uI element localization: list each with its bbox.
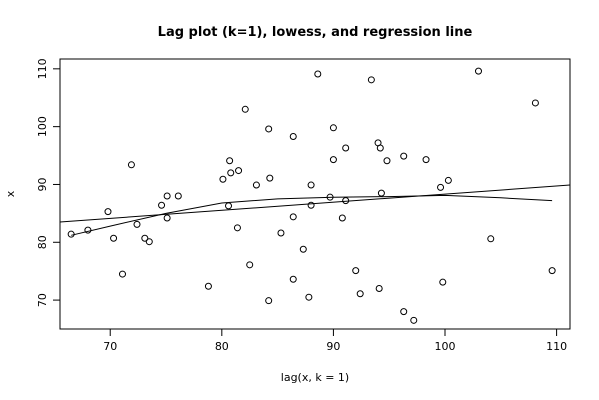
data-point	[305, 293, 313, 301]
data-point	[307, 201, 315, 209]
data-point	[329, 124, 337, 132]
y-tick-label: 100	[36, 116, 49, 137]
lowess-line	[71, 194, 553, 236]
data-point	[233, 224, 241, 232]
data-point	[356, 290, 364, 298]
data-point	[548, 267, 556, 275]
data-point	[145, 238, 153, 246]
y-axis: 70 80 90 100 110	[36, 58, 61, 307]
data-points	[67, 67, 556, 324]
data-point	[277, 229, 285, 237]
data-point	[289, 132, 297, 140]
y-tick-label: 110	[36, 58, 49, 79]
data-point	[110, 234, 118, 242]
data-point	[422, 156, 430, 164]
data-point	[376, 144, 384, 152]
data-point	[266, 174, 274, 182]
data-point	[342, 144, 350, 152]
data-point	[410, 316, 418, 324]
data-point	[133, 220, 141, 228]
data-point	[444, 176, 452, 184]
data-point	[127, 161, 135, 169]
data-point	[531, 99, 539, 107]
plot-area-box	[59, 58, 571, 330]
data-point	[352, 267, 360, 275]
data-point	[241, 105, 249, 113]
data-point	[289, 275, 297, 283]
data-point	[375, 285, 383, 293]
data-point	[307, 181, 315, 189]
data-point	[219, 175, 227, 183]
data-point	[299, 245, 307, 253]
data-point	[265, 125, 273, 133]
y-tick-label: 70	[36, 293, 49, 307]
data-point	[226, 157, 234, 165]
data-point	[326, 193, 334, 201]
data-point	[487, 235, 495, 243]
data-point	[383, 157, 391, 165]
regression-line	[59, 184, 571, 223]
data-point	[377, 189, 385, 197]
x-tick-label: 80	[215, 340, 229, 353]
data-point	[252, 181, 260, 189]
data-point	[235, 167, 243, 175]
data-point	[329, 156, 337, 164]
data-point	[104, 208, 112, 216]
y-axis-label: x	[4, 190, 17, 197]
data-point	[437, 183, 445, 191]
x-tick-label: 110	[546, 340, 567, 353]
data-point	[289, 213, 297, 221]
fit-lines	[59, 184, 571, 236]
chart-title: Lag plot (k=1), lowess, and regression l…	[158, 25, 473, 40]
data-point	[400, 152, 408, 160]
data-point	[400, 308, 408, 316]
data-point	[246, 261, 254, 269]
data-point	[342, 197, 350, 205]
y-tick-label: 80	[36, 235, 49, 249]
data-point	[163, 192, 171, 200]
data-point	[225, 202, 233, 210]
data-point	[158, 201, 166, 209]
data-point	[67, 230, 75, 238]
x-axis-label: lag(x, k = 1)	[281, 371, 349, 384]
data-point	[174, 192, 182, 200]
x-tick-label: 90	[326, 340, 340, 353]
data-point	[227, 169, 235, 177]
x-axis: 70 80 90 100 110	[103, 328, 567, 353]
data-point	[163, 214, 171, 222]
data-point	[265, 297, 273, 305]
data-point	[118, 270, 126, 278]
x-tick-label: 70	[103, 340, 117, 353]
y-tick-label: 90	[36, 177, 49, 191]
data-point	[314, 70, 322, 78]
data-point	[204, 282, 212, 290]
data-point	[338, 214, 346, 222]
x-tick-label: 100	[435, 340, 456, 353]
data-point	[439, 278, 447, 286]
data-point	[367, 76, 375, 84]
data-point	[474, 67, 482, 75]
data-point	[84, 226, 92, 234]
data-point	[141, 234, 149, 242]
